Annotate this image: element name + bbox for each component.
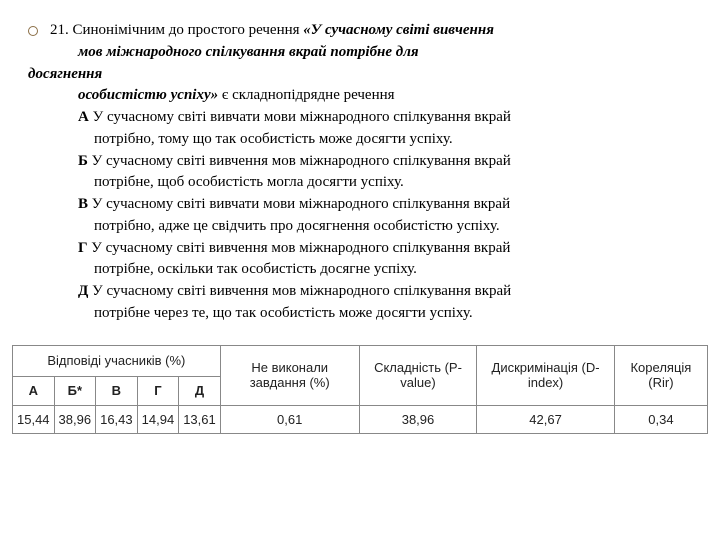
quote-part1: «У сучасному світі вивчення [303, 22, 494, 38]
cell-g: 14,94 [137, 405, 179, 433]
th-sk: Складність (P-value) [359, 345, 477, 405]
option-g-line1: У сучасному світі вивчення мов міжнародн… [91, 240, 510, 256]
quote-line3: особистістю успіху» [78, 87, 218, 103]
option-g: Г У сучасному світі вивчення мов міжнаро… [28, 238, 692, 260]
quote-line2: мов міжнародного спілкування вкрай потрі… [28, 42, 692, 64]
question-tail: є складнопідрядне речення [218, 87, 394, 103]
question-intro: Синонімічним до простого речення [73, 22, 304, 38]
table-header-row1: Відповіді учасників (%) Не виконали завд… [13, 345, 708, 376]
option-a-line1: У сучасному світі вивчати мови міжнародн… [93, 109, 511, 125]
question-first-line: 21. Синонімічним до простого речення «У … [50, 20, 494, 42]
th-d: Д [179, 376, 221, 405]
th-v: В [96, 376, 138, 405]
option-g-label: Г [78, 240, 88, 256]
th-nv: Не виконали завдання (%) [220, 345, 359, 405]
th-b: Б* [54, 376, 96, 405]
option-v: В У сучасному світі вивчати мови міжнаро… [28, 194, 692, 216]
th-responses: Відповіді учасників (%) [13, 345, 221, 376]
question-number: 21. [50, 22, 69, 38]
quote-line3-wrap: особистістю успіху» є складнопідрядне ре… [28, 85, 692, 107]
option-a: А У сучасному світі вивчати мови міжнаро… [28, 107, 692, 129]
cell-b: 38,96 [54, 405, 96, 433]
cell-nv: 0,61 [220, 405, 359, 433]
option-a-line2: потрібно, тому що так особистість може д… [28, 129, 692, 151]
th-g: Г [137, 376, 179, 405]
option-v-line1: У сучасному світі вивчати мови міжнародн… [92, 196, 510, 212]
th-di: Дискримінація (D-index) [477, 345, 615, 405]
stats-table: Відповіді учасників (%) Не виконали завд… [12, 345, 708, 434]
option-a-label: А [78, 109, 89, 125]
cell-a: 15,44 [13, 405, 55, 433]
cell-v: 16,43 [96, 405, 138, 433]
th-ko: Кореляція (Rir) [614, 345, 707, 405]
th-a: А [13, 376, 55, 405]
option-v-line2: потрібно, адже це свідчить про досягненн… [28, 216, 692, 238]
cell-d: 13,61 [179, 405, 221, 433]
option-v-label: В [78, 196, 88, 212]
bullet-icon [28, 26, 38, 36]
stats-table-wrap: Відповіді учасників (%) Не виконали завд… [0, 335, 720, 434]
option-g-line2: потрібне, оскільки так особистість досяг… [28, 259, 692, 281]
option-d-line2: потрібне через те, що так особистість мо… [28, 303, 692, 325]
question-block: 21. Синонімічним до простого речення «У … [28, 20, 692, 42]
dosyag-word: досягнення [28, 64, 692, 86]
content-container: 21. Синонімічним до простого речення «У … [0, 0, 720, 335]
cell-di: 42,67 [477, 405, 615, 433]
cell-sk: 38,96 [359, 405, 477, 433]
option-b-line2: потрібне, щоб особистість могла досягти … [28, 172, 692, 194]
cell-ko: 0,34 [614, 405, 707, 433]
option-b-label: Б [78, 153, 88, 169]
option-b: Б У сучасному світі вивчення мов міжнаро… [28, 151, 692, 173]
option-d-line1: У сучасному світі вивчення мов міжнародн… [92, 283, 511, 299]
table-data-row: 15,44 38,96 16,43 14,94 13,61 0,61 38,96… [13, 405, 708, 433]
option-d-label: Д [78, 283, 88, 299]
option-d: Д У сучасному світі вивчення мов міжнаро… [28, 281, 692, 303]
option-b-line1: У сучасному світі вивчення мов міжнародн… [92, 153, 511, 169]
